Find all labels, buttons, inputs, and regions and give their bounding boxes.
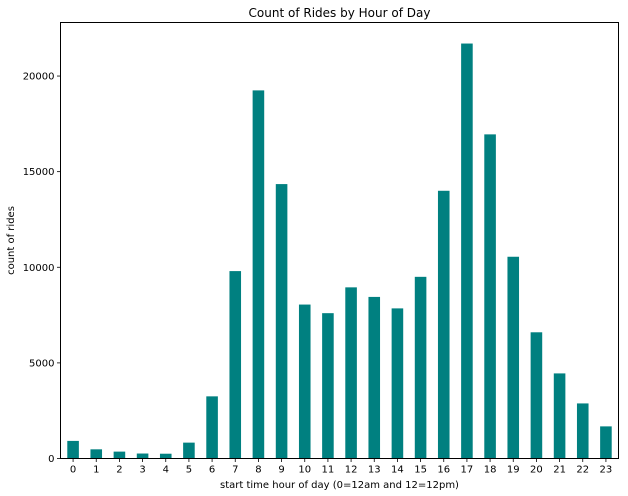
x-tick-label: 0 bbox=[70, 465, 76, 476]
x-tick-label: 3 bbox=[139, 465, 145, 476]
bar-hour-3 bbox=[136, 453, 149, 459]
bar-hour-0 bbox=[67, 440, 79, 459]
x-tick-label: 8 bbox=[255, 465, 261, 476]
x-tick-label: 1 bbox=[93, 465, 99, 476]
x-tick-label: 11 bbox=[322, 465, 335, 476]
x-tick-label: 4 bbox=[163, 465, 169, 476]
x-axis-label: start time hour of day (0=12am and 12=12… bbox=[220, 480, 459, 491]
bar-hour-5 bbox=[183, 442, 195, 459]
bar-hour-6 bbox=[206, 396, 218, 459]
bar-hour-9 bbox=[275, 184, 288, 459]
x-tick-label: 7 bbox=[232, 465, 238, 476]
bar-hour-23 bbox=[600, 426, 612, 459]
x-tick-label: 14 bbox=[391, 465, 404, 476]
bar-hour-15 bbox=[414, 276, 427, 459]
bar-hour-17 bbox=[461, 43, 473, 459]
x-tick-label: 20 bbox=[530, 465, 543, 476]
y-tick-label: 15000 bbox=[23, 167, 55, 178]
bar-hour-10 bbox=[298, 304, 311, 459]
bar-hour-20 bbox=[530, 332, 543, 459]
y-tick-label: 10000 bbox=[23, 263, 55, 274]
bar-hour-14 bbox=[391, 308, 404, 459]
bar-hour-7 bbox=[229, 271, 242, 459]
bar-hour-11 bbox=[322, 313, 334, 459]
x-tick-label: 17 bbox=[461, 465, 474, 476]
x-tick-label: 22 bbox=[576, 465, 589, 476]
bar-hour-12 bbox=[345, 287, 357, 459]
x-tick-label: 15 bbox=[414, 465, 427, 476]
bar-hour-4 bbox=[159, 453, 172, 459]
x-axis-ticks: 0 1 2 3 4 5 6 7 8 9 10 11 12 13 14 15 16 17 18 19 20 21 22 23 bbox=[70, 458, 613, 476]
y-axis-label: count of rides bbox=[6, 206, 17, 275]
y-tick-label: 20000 bbox=[23, 72, 55, 83]
bar-hour-16 bbox=[437, 190, 450, 459]
bar-hour-21 bbox=[553, 373, 566, 459]
x-tick-label: 21 bbox=[553, 465, 566, 476]
plot-frame bbox=[60, 22, 619, 459]
y-axis-ticks: 0 5000 10000 15000 20000 bbox=[23, 72, 61, 465]
x-tick-label: 23 bbox=[600, 465, 613, 476]
bar-hour-19 bbox=[507, 256, 520, 459]
x-tick-label: 9 bbox=[278, 465, 284, 476]
x-tick-label: 16 bbox=[437, 465, 450, 476]
x-tick-label: 18 bbox=[484, 465, 497, 476]
x-tick-label: 19 bbox=[507, 465, 520, 476]
x-tick-label: 5 bbox=[186, 465, 192, 476]
bars bbox=[67, 43, 612, 459]
bar-hour-1 bbox=[90, 449, 103, 459]
chart-title: Count of Rides by Hour of Day bbox=[249, 6, 431, 20]
bar-hour-2 bbox=[113, 451, 126, 459]
y-tick-label: 0 bbox=[48, 454, 54, 465]
y-tick-label: 5000 bbox=[29, 358, 54, 369]
x-tick-label: 2 bbox=[116, 465, 122, 476]
x-tick-label: 10 bbox=[298, 465, 311, 476]
x-tick-label: 12 bbox=[345, 465, 358, 476]
x-tick-label: 13 bbox=[368, 465, 381, 476]
bar-hour-13 bbox=[368, 296, 381, 459]
bar-hour-8 bbox=[252, 90, 265, 459]
bar-hour-22 bbox=[576, 403, 589, 459]
bar-hour-18 bbox=[484, 134, 496, 459]
x-tick-label: 6 bbox=[209, 465, 215, 476]
